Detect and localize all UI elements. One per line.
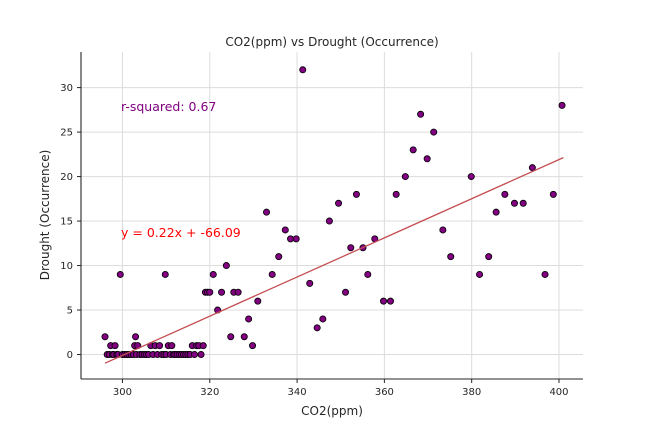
y-tick-label: 20 [60, 172, 73, 183]
data-point [156, 342, 164, 350]
data-point [447, 253, 455, 261]
data-point [467, 173, 475, 181]
data-point [430, 128, 438, 136]
data-point [218, 288, 226, 296]
regression-line [104, 157, 564, 364]
data-point [510, 199, 518, 207]
x-tick-label: 360 [375, 387, 394, 398]
y-tick-label: 5 [67, 306, 73, 317]
data-point [240, 333, 248, 341]
data-point [190, 351, 198, 359]
data-point [342, 288, 350, 296]
data-point [325, 217, 333, 225]
axis-ticks: 300 320 340 360 380 400 0 5 10 15 20 25 30 [60, 83, 568, 398]
data-point [199, 342, 207, 350]
regression-line-group [104, 157, 564, 364]
data-point [417, 110, 425, 118]
data-point [319, 315, 327, 323]
data-point [352, 190, 360, 198]
data-point [423, 155, 431, 163]
axis-spines [80, 52, 583, 380]
data-point [222, 262, 230, 270]
data-point [197, 351, 205, 359]
data-point [306, 279, 314, 287]
data-point [245, 315, 253, 323]
data-point [364, 270, 372, 278]
r-squared-annotation: r-squared: 0.67 [121, 99, 216, 114]
data-point [558, 101, 566, 109]
x-tick-label: 320 [200, 387, 219, 398]
data-point [409, 146, 417, 154]
data-point [519, 199, 527, 207]
chart-title: CO2(ppm) vs Drought (Occurrence) [225, 35, 438, 49]
data-point [528, 164, 536, 172]
data-point [281, 226, 289, 234]
data-point [335, 199, 343, 207]
data-point [161, 270, 169, 278]
data-point [299, 66, 307, 74]
regression-equation-annotation: y = 0.22x + -66.09 [121, 225, 241, 240]
x-tick-label: 340 [288, 387, 307, 398]
data-point [111, 342, 119, 350]
data-point [501, 190, 509, 198]
data-point [254, 297, 262, 305]
data-point [380, 297, 388, 305]
data-point [549, 190, 557, 198]
data-point [116, 270, 124, 278]
data-point [287, 235, 295, 243]
data-point [275, 253, 283, 261]
y-tick-label: 30 [60, 83, 73, 94]
data-points [101, 66, 566, 359]
data-point [268, 270, 276, 278]
data-point [541, 270, 549, 278]
data-point [313, 324, 321, 332]
data-point [101, 333, 109, 341]
data-point [206, 288, 214, 296]
data-point [263, 208, 271, 216]
x-tick-label: 380 [462, 387, 481, 398]
y-tick-label: 0 [67, 350, 73, 361]
data-point [168, 342, 176, 350]
y-tick-label: 25 [60, 128, 73, 139]
x-tick-label: 400 [549, 387, 568, 398]
data-point [227, 333, 235, 341]
data-point [392, 190, 400, 198]
data-point [292, 235, 300, 243]
data-point [132, 333, 140, 341]
data-point [249, 342, 257, 350]
x-tick-label: 300 [113, 387, 132, 398]
data-point [476, 270, 484, 278]
y-tick-label: 15 [60, 217, 73, 228]
data-point [485, 253, 493, 261]
data-point [386, 297, 394, 305]
data-point [347, 244, 355, 252]
y-axis-label: Drought (Occurrence) [38, 150, 52, 281]
x-axis-label: CO2(ppm) [301, 404, 363, 418]
y-tick-label: 10 [60, 261, 73, 272]
data-point [209, 270, 217, 278]
data-point [439, 226, 447, 234]
data-point [492, 208, 500, 216]
data-point [401, 173, 409, 181]
data-point [234, 288, 242, 296]
